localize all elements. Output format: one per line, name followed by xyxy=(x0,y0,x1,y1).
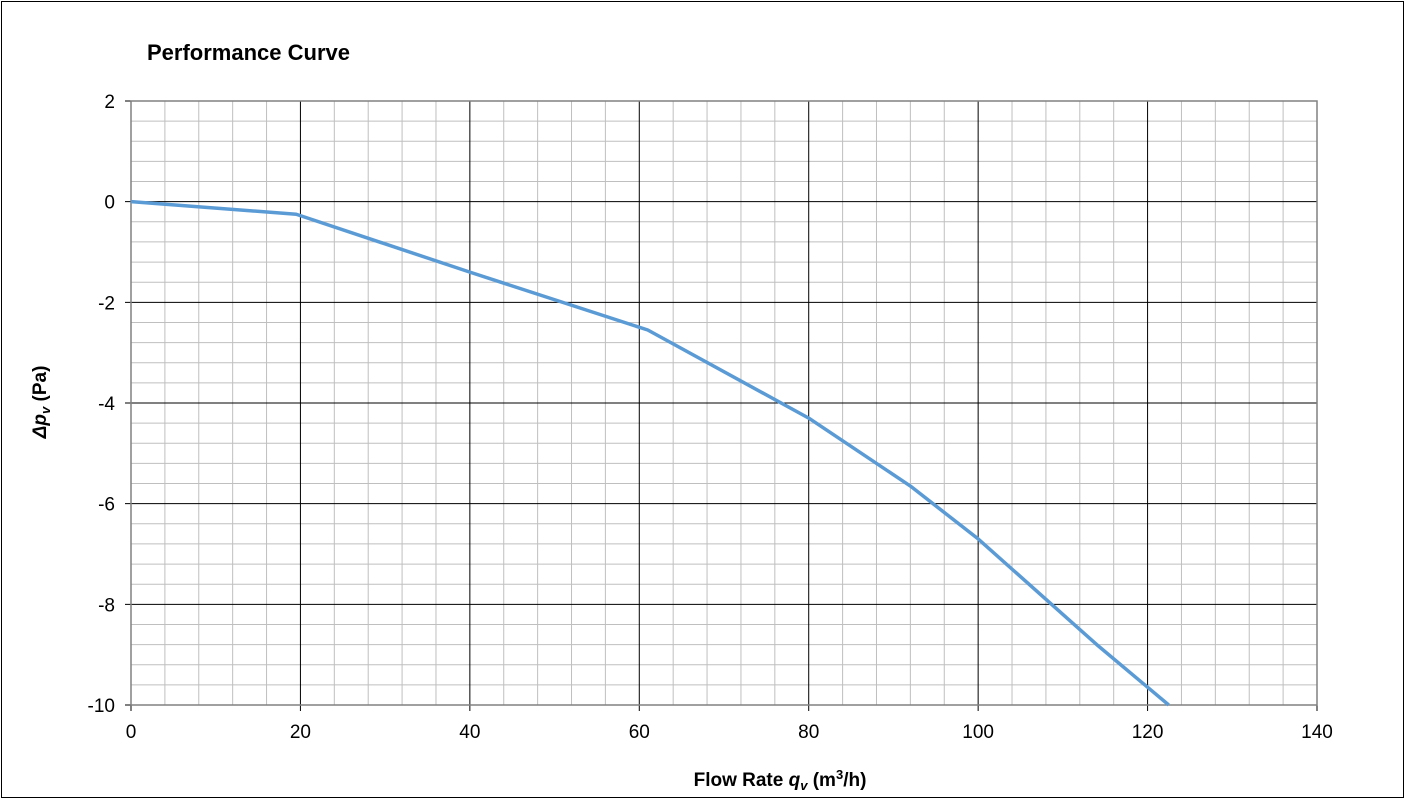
x-axis-title: Flow Rate qv (m3/h) xyxy=(694,767,867,793)
y-tick-label: -4 xyxy=(98,394,115,415)
y-tick-label: -10 xyxy=(88,696,115,717)
major-gridlines xyxy=(125,100,1318,711)
y-axis-subscript: v xyxy=(38,406,53,414)
y-tick-label: -8 xyxy=(98,595,115,616)
plot-area-border xyxy=(130,100,1318,706)
y-tick-labels: 2 0 -2 -4 -6 -8 -10 xyxy=(88,92,116,717)
x-axis-unit-open: (m xyxy=(807,770,836,791)
y-tick-label: 2 xyxy=(104,92,115,113)
x-axis-title-prefix: Flow Rate xyxy=(694,770,789,791)
x-tick-label: 0 xyxy=(126,722,137,743)
x-tick-label: 100 xyxy=(962,722,994,743)
series-line-1 xyxy=(130,199,1170,707)
x-tick-label: 140 xyxy=(1301,722,1333,743)
x-tick-label: 80 xyxy=(798,722,819,743)
x-tick-label: 60 xyxy=(629,722,650,743)
x-tick-label: 120 xyxy=(1132,722,1164,743)
x-axis-unit-sup: 3 xyxy=(836,767,843,782)
x-tick-label: 20 xyxy=(290,722,311,743)
y-tick-label: -6 xyxy=(98,495,115,516)
y-axis-unit: (Pa) xyxy=(30,366,51,407)
x-tick-labels: 0 20 40 60 80 100 120 140 xyxy=(126,722,1333,743)
y-tick-label: -2 xyxy=(98,293,115,314)
y-axis-title: Δpv (Pa) xyxy=(30,366,53,440)
x-axis-subscript: v xyxy=(800,778,808,793)
series-layer xyxy=(130,199,1170,707)
x-axis-unit-close: /h) xyxy=(843,770,866,791)
y-tick-label: 0 xyxy=(104,193,115,214)
x-tick-label: 40 xyxy=(459,722,480,743)
chart-title: Performance Curve xyxy=(147,40,350,65)
y-axis-symbol: Δp xyxy=(30,414,51,439)
x-axis-symbol: q xyxy=(789,770,801,791)
